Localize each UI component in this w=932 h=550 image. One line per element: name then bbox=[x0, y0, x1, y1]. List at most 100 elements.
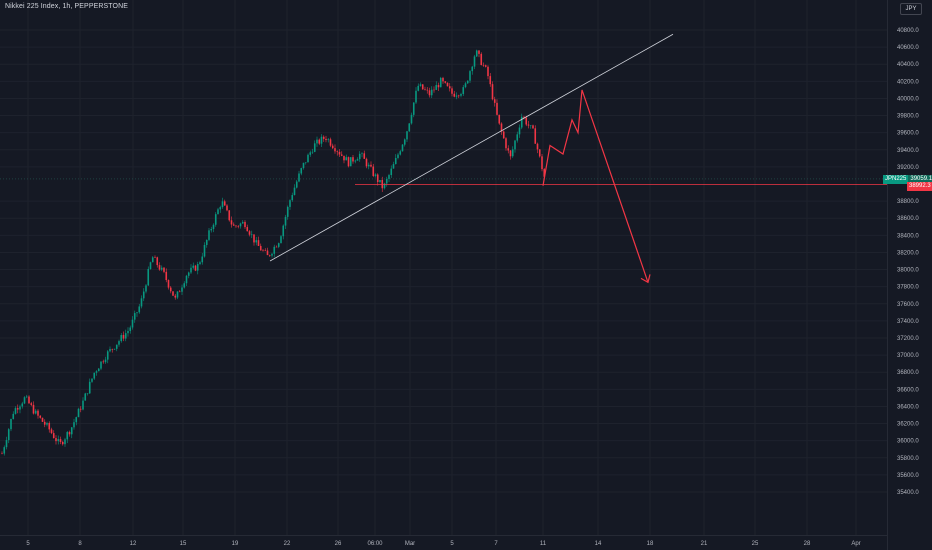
price-label: 38000.0 bbox=[897, 268, 919, 274]
time-label: 22 bbox=[284, 541, 291, 547]
candle-body bbox=[505, 138, 507, 149]
symbol-tag: JPN225 bbox=[883, 175, 909, 184]
candle-body bbox=[496, 102, 498, 115]
symbol-title: Nikkei 225 Index, 1h, PEPPERSTONE bbox=[5, 3, 129, 10]
candle-body bbox=[183, 283, 186, 288]
time-axis-labels: 5 8 12 15 19 22 26 06:00 Mar 5 7 11 14 18 21 25 28 Apr bbox=[26, 541, 860, 547]
candle-body bbox=[248, 231, 251, 235]
candle-body bbox=[259, 245, 262, 251]
candle-body bbox=[532, 125, 534, 129]
price-label: 37800.0 bbox=[897, 285, 919, 291]
candle-body bbox=[397, 154, 399, 158]
price-label: 35800.0 bbox=[897, 456, 919, 462]
candle-body bbox=[158, 265, 161, 270]
candle-body bbox=[230, 220, 233, 225]
candle-body bbox=[543, 169, 546, 177]
arrow-head bbox=[640, 274, 651, 284]
candle-body bbox=[194, 265, 197, 271]
candle-body bbox=[95, 371, 98, 373]
candle-body bbox=[498, 114, 501, 124]
candle-body bbox=[367, 164, 370, 167]
candle-body bbox=[106, 351, 109, 360]
trendline-drawing bbox=[269, 33, 674, 262]
candle-body bbox=[115, 344, 118, 349]
time-label: 25 bbox=[752, 541, 759, 547]
candle-body bbox=[410, 114, 413, 124]
price-label: 36400.0 bbox=[897, 404, 919, 410]
time-scale[interactable] bbox=[0, 535, 887, 550]
candle-body bbox=[304, 162, 307, 163]
candle-body bbox=[187, 272, 190, 276]
candle-body bbox=[12, 413, 15, 419]
candle-body bbox=[356, 159, 359, 161]
candle-body bbox=[424, 89, 426, 90]
candle-body bbox=[217, 209, 219, 215]
candle-body bbox=[239, 223, 242, 227]
candle-body bbox=[284, 216, 287, 226]
candle-body bbox=[14, 408, 17, 414]
time-label: 8 bbox=[78, 541, 82, 547]
price-label: 39400.0 bbox=[897, 148, 919, 154]
currency-button[interactable]: JPY bbox=[900, 3, 922, 15]
candle-body bbox=[10, 418, 12, 430]
candle-body bbox=[41, 417, 44, 422]
candle-body bbox=[372, 166, 375, 176]
candle-body bbox=[212, 224, 215, 229]
candle-body bbox=[379, 179, 381, 183]
time-label: Apr bbox=[851, 541, 860, 547]
candle-body bbox=[302, 162, 305, 169]
candle-body bbox=[336, 151, 339, 152]
candle-body bbox=[322, 136, 325, 139]
candle-body bbox=[460, 93, 462, 96]
candle-body bbox=[469, 71, 471, 81]
candle-body bbox=[374, 174, 377, 176]
candle-body bbox=[52, 433, 55, 439]
candle-body bbox=[286, 206, 289, 217]
time-label: 5 bbox=[26, 541, 30, 547]
price-label: 36800.0 bbox=[897, 370, 919, 376]
candle-body bbox=[178, 291, 181, 293]
candle-body bbox=[361, 153, 363, 154]
candle-body bbox=[390, 168, 393, 176]
price-label: 39600.0 bbox=[897, 131, 919, 137]
candle-body bbox=[529, 125, 532, 126]
candle-body bbox=[437, 85, 440, 88]
candle-body bbox=[430, 89, 433, 96]
candle-body bbox=[131, 319, 134, 328]
candle-body bbox=[293, 187, 296, 196]
candle-body bbox=[318, 139, 321, 144]
candle-body bbox=[520, 116, 523, 128]
candle-body bbox=[223, 201, 226, 206]
level-price-tag: 38992.3 bbox=[883, 182, 932, 191]
candle-body bbox=[419, 84, 422, 86]
time-label: 11 bbox=[540, 541, 547, 547]
candle-body bbox=[527, 124, 530, 126]
candle-body bbox=[66, 432, 69, 440]
candle-body bbox=[311, 151, 314, 153]
candle-body bbox=[433, 89, 435, 91]
candle-body bbox=[250, 234, 253, 235]
candle-body bbox=[55, 438, 57, 442]
candle-body bbox=[232, 224, 235, 226]
candle-body bbox=[473, 56, 476, 67]
price-label: 35600.0 bbox=[897, 473, 919, 479]
candle-body bbox=[392, 164, 395, 169]
candle-body bbox=[541, 156, 543, 170]
last-price-value: 39059.1 bbox=[908, 175, 932, 184]
candle-body bbox=[451, 88, 453, 94]
candle-body bbox=[174, 295, 177, 298]
candle-body bbox=[514, 140, 516, 150]
price-scale[interactable] bbox=[887, 0, 932, 550]
price-label: 37000.0 bbox=[897, 353, 919, 359]
candle-body bbox=[84, 393, 87, 401]
candle-body bbox=[176, 291, 179, 298]
candle-body bbox=[102, 361, 105, 363]
candle-body bbox=[331, 145, 334, 149]
candle-body bbox=[257, 240, 260, 246]
price-axis-labels: 40800.0 40600.0 40400.0 40200.0 40000.0 39800… bbox=[897, 28, 919, 496]
candle-body bbox=[34, 410, 37, 414]
candle-body bbox=[525, 117, 528, 125]
candle-body bbox=[466, 80, 469, 84]
